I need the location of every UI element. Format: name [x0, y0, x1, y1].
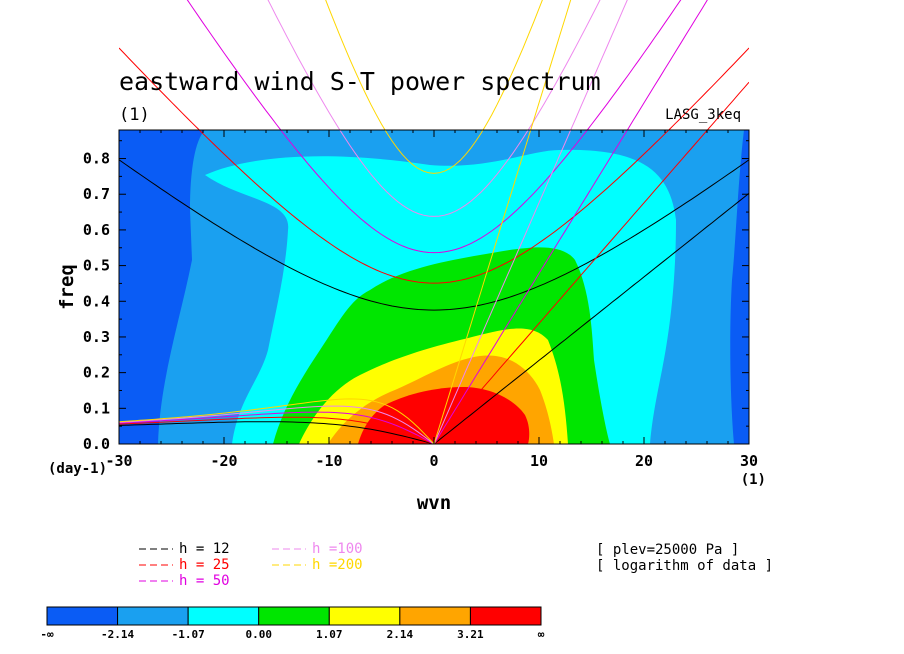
gravity-curve-4	[325, 0, 543, 174]
y-axis-ticks: 0.0 0.1 0.2 0.3 0.4 0.5 0.6 0.7 0.8	[83, 140, 749, 453]
color-bar-swatch-4	[328, 606, 401, 626]
x-tick-label: -20	[210, 452, 237, 470]
x-axis-ticks: -30 -20 -10 0 10 20 30	[105, 130, 758, 470]
rossby-curve-4	[119, 398, 435, 444]
color-bar-label-7: ∞	[538, 628, 545, 641]
legend-label-1: h = 25	[179, 557, 230, 573]
y-tick-label: 0.4	[83, 292, 110, 310]
x-tick-label: 0	[429, 452, 438, 470]
color-bar-label-5: 2.14	[387, 628, 414, 641]
x-tick-label: 30	[740, 452, 758, 470]
model-label: LASG_3keq	[665, 107, 741, 123]
gravity-curve-2	[186, 0, 682, 254]
color-bar-label-4: 1.07	[316, 628, 343, 641]
annotation-plev: [ plev=25000 Pa ]	[596, 542, 739, 558]
gravity-curve-1	[119, 47, 749, 284]
x-tick-label: -10	[315, 452, 342, 470]
color-bar-swatch-6	[469, 606, 542, 626]
dispersion-curves	[119, 0, 749, 444]
y-tick-label: 0.8	[83, 150, 110, 168]
color-bar-swatch-1	[117, 606, 189, 626]
kelvin-curve-2	[433, 0, 708, 444]
rossby-curve-2	[119, 411, 435, 444]
gravity-curve-0	[119, 159, 749, 311]
kelvin-curve-3	[433, 0, 628, 444]
color-bar-swatch-2	[187, 606, 260, 626]
color-bar-label-1: -2.14	[101, 628, 134, 641]
x-axis-label: wvn	[417, 492, 451, 514]
kelvin-curve-4	[433, 0, 572, 444]
y-tick-label: 0.6	[83, 221, 110, 239]
color-bar-swatch-0	[46, 606, 119, 626]
kelvin-curve-0	[433, 192, 749, 444]
x-tick-label: 20	[635, 452, 653, 470]
x-unit-label: (1)	[741, 472, 766, 488]
legend-label-2: h = 50	[179, 573, 230, 589]
rossby-curve-0	[119, 421, 435, 444]
y-tick-label: 0.7	[83, 185, 110, 203]
color-bar-swatch-5	[399, 606, 471, 626]
legend-label-0: h = 12	[179, 541, 230, 557]
y-unit-label: (day-1)	[48, 461, 107, 477]
color-bar-label-6: 3.21	[457, 628, 484, 641]
annotation-log: [ logarithm of data ]	[596, 558, 773, 574]
x-tick-label: -30	[105, 452, 132, 470]
x-tick-label: 10	[530, 452, 548, 470]
gravity-curve-3	[267, 0, 601, 217]
rossby-curve-3	[119, 405, 435, 444]
color-bar-swatch-3	[258, 606, 330, 626]
y-tick-label: 0.3	[83, 328, 110, 346]
y-axis-label: freq	[56, 264, 78, 310]
legend-label-3: h =100	[312, 541, 363, 557]
chart-title: eastward wind S-T power spectrum	[119, 67, 601, 96]
y-tick-label: 0.2	[83, 364, 110, 382]
chart-subtitle: (1)	[119, 105, 150, 125]
color-bar-label-3: 0.00	[245, 628, 272, 641]
color-bar-label-2: -1.07	[172, 628, 205, 641]
contour-band-6	[358, 386, 530, 444]
color-bar: -∞ -2.14 -1.07 0.00 1.07 2.14 3.21 ∞	[40, 606, 545, 641]
y-tick-label: 0.1	[83, 399, 110, 417]
kelvin-curve-1	[433, 81, 749, 444]
y-tick-label: 0.5	[83, 257, 110, 275]
rossby-curve-1	[119, 416, 435, 444]
color-bar-label-0: -∞	[40, 628, 54, 641]
legend-label-4: h =200	[312, 557, 363, 573]
y-tick-label: 0.0	[83, 435, 110, 453]
power-contour-fill	[119, 130, 749, 444]
